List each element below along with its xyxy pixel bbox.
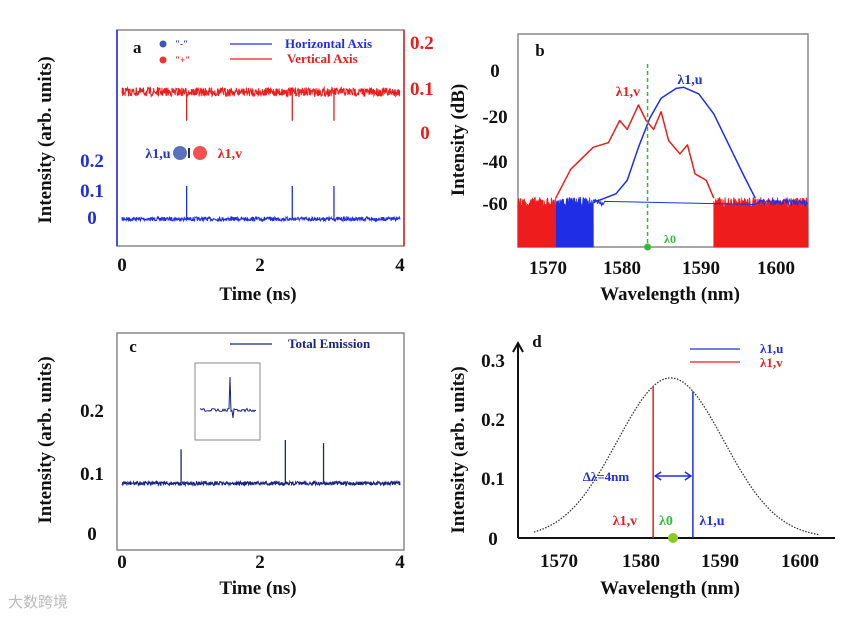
lambda0-marker [644, 243, 652, 251]
panel-a-label: a [133, 38, 142, 57]
xtick: 4 [395, 255, 405, 276]
annotation-lambda-1u: λ1,u [145, 147, 170, 162]
panel-b-noise-floor-red [517, 196, 557, 248]
xtick: 1600 [757, 258, 795, 279]
gaussian-envelope [533, 377, 821, 536]
ytick: 0.3 [481, 351, 505, 372]
xtick: 1580 [622, 551, 660, 572]
y-axis-arrow-icon [512, 340, 524, 353]
xtick: 1600 [781, 551, 819, 572]
right-ytick: 0.1 [410, 79, 434, 100]
ytick: 0 [488, 529, 498, 550]
ytick: -20 [482, 107, 507, 128]
right-ytick: 0 [420, 123, 430, 144]
panel-b-label: b [535, 41, 544, 60]
left-ytick: 0.2 [80, 151, 104, 172]
legend-marker-label: "+" [175, 55, 190, 65]
panel-c-label: c [129, 337, 137, 356]
xtick: 2 [255, 552, 265, 573]
delta-arrowheads-icon [653, 471, 693, 481]
panel-b-frame [517, 33, 809, 248]
legend-marker-blue [159, 40, 167, 48]
ytick: 0 [87, 524, 97, 545]
legend-marker-label: "-" [175, 39, 188, 49]
panel-d-xlabel: Wavelength (nm) [600, 578, 740, 599]
panel-a-xlabel: Time (ns) [219, 284, 296, 305]
xtick: 1590 [682, 258, 720, 279]
annotation-lambda-1u: λ1,u [699, 514, 724, 529]
left-ytick: 0 [87, 208, 97, 229]
panel-d-ylabel: Intensity (arb. units) [448, 366, 469, 533]
panel-a-trace-vertical [121, 85, 401, 98]
panel-c-trace [121, 479, 401, 488]
delta-lambda-label: Δλ=4nm [583, 469, 630, 484]
xtick: 1580 [603, 258, 641, 279]
legend-marker-red [159, 56, 167, 64]
xtick: 4 [395, 552, 405, 573]
panel-b-noise-floor-red [713, 196, 809, 248]
xtick: 1570 [540, 551, 578, 572]
inset-box [194, 362, 261, 441]
panel-a-ylabel: Intensity (arb. units) [35, 56, 56, 223]
panel-c-frame [116, 332, 405, 551]
panel-a-frame [116, 29, 405, 247]
ytick: -60 [482, 194, 507, 215]
legend-horizontal-axis: Horizontal Axis [285, 36, 372, 51]
legend-total-emission: Total Emission [288, 336, 371, 351]
xtick: 2 [255, 255, 265, 276]
panel-a-trace-horizontal [121, 215, 401, 223]
panel-c-xlabel: Time (ns) [219, 578, 296, 599]
ytick: 0 [490, 61, 500, 82]
xtick: 0 [117, 255, 127, 276]
legend-vertical-axis: Vertical Axis [287, 51, 358, 66]
xtick: 1590 [701, 551, 739, 572]
panel-b-ylabel: Intensity (dB) [448, 84, 469, 196]
panel-b-xlabel: Wavelength (nm) [600, 284, 740, 305]
legend-lambda-1v: λ1,v [760, 355, 783, 370]
annotation-lambda-1v: λ1,v [616, 85, 640, 100]
ytick: 0.2 [80, 401, 104, 422]
xtick: 1570 [529, 258, 567, 279]
mode-u-dot [173, 146, 187, 160]
panel-b-blue-floor [592, 197, 809, 208]
left-ytick: 0.1 [80, 181, 104, 202]
xtick: 0 [117, 552, 127, 573]
panel-c-ylabel: Intensity (arb. units) [35, 356, 56, 523]
annotation-lambda0: λ0 [659, 514, 673, 529]
ytick: 0.1 [80, 464, 104, 485]
panel-b-series-red [555, 104, 715, 199]
right-ytick: 0.2 [410, 33, 434, 54]
inset-trace [199, 376, 257, 419]
legend-lambda-1u: λ1,u [760, 341, 783, 356]
annotation-lambda0: λ0 [664, 232, 676, 246]
annotation-lambda-1u: λ1,u [677, 73, 702, 88]
ytick: 0.1 [481, 469, 505, 490]
panel-b-noise-floor-blue [555, 196, 594, 248]
watermark: 大数跨境 [8, 593, 69, 611]
panel-d-label: d [532, 332, 542, 351]
annotation-lambda-1v: λ1,v [218, 147, 242, 162]
mode-v-dot [193, 146, 207, 160]
panel-b-series-blue [593, 86, 756, 204]
annotation-lambda-1v: λ1,v [613, 514, 637, 529]
ytick: 0.2 [481, 410, 505, 431]
ytick: -40 [482, 152, 507, 173]
lambda0-dot [668, 533, 679, 543]
